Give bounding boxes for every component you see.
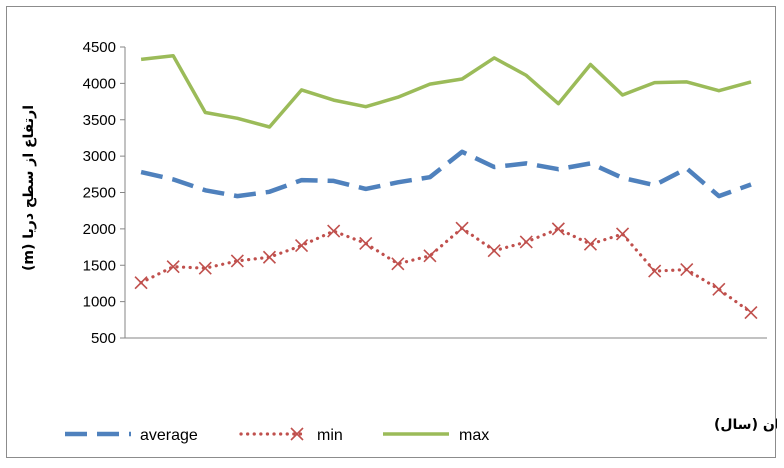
y-tick-label: 1000 xyxy=(83,294,116,311)
y-tick-label: 4000 xyxy=(83,75,116,92)
data-point-min xyxy=(134,276,148,290)
data-point-min xyxy=(230,254,244,268)
y-tick-label: 2000 xyxy=(83,221,116,238)
y-tick-label: 3500 xyxy=(83,112,116,129)
x-axis-title: زمان (سال) xyxy=(714,417,777,433)
data-point-min xyxy=(615,227,630,241)
series-average xyxy=(140,149,752,199)
legend-label-average: average xyxy=(140,427,198,444)
legend-item-average: average xyxy=(65,427,198,444)
data-point-min xyxy=(327,224,341,238)
line-chart: 500 1000 1500 2000 2500 3000 3500 4000 4500 ارتف… xyxy=(21,39,777,444)
y-tick-label: 500 xyxy=(91,330,116,347)
series-layer xyxy=(134,53,758,320)
y-tick-label: 1500 xyxy=(83,257,116,274)
data-point-min xyxy=(166,260,180,274)
data-point-min xyxy=(294,239,309,253)
data-point-min xyxy=(744,305,758,320)
y-tick-label: 3000 xyxy=(83,148,116,165)
data-point-min xyxy=(551,222,565,236)
data-point-min xyxy=(455,221,469,235)
y-tick-label: 4500 xyxy=(83,39,116,56)
data-point-min xyxy=(487,244,501,258)
series-min xyxy=(134,221,758,320)
chart-frame: 500 1000 1500 2000 2500 3000 3500 4000 4500 ارتف… xyxy=(6,6,777,458)
data-point-min xyxy=(391,257,405,271)
data-point-min xyxy=(198,261,212,275)
data-point-min xyxy=(712,282,726,296)
legend-item-min: min xyxy=(239,427,343,444)
legend-item-max: max xyxy=(383,427,489,444)
legend: average min max xyxy=(65,427,489,444)
data-point-min xyxy=(648,264,662,278)
series-line-average xyxy=(140,149,752,199)
y-axis-title: ارتفاع از سطح دریا (m) xyxy=(21,105,37,271)
data-point-min xyxy=(680,263,694,277)
legend-label-min: min xyxy=(317,427,343,444)
y-tick-label: 2500 xyxy=(83,185,116,202)
data-point-min xyxy=(519,235,533,249)
legend-label-max: max xyxy=(459,427,489,444)
series-max xyxy=(140,53,752,129)
data-point-min xyxy=(423,249,437,263)
y-axis: 500 1000 1500 2000 2500 3000 3500 4000 4500 xyxy=(83,39,126,347)
series-line-max xyxy=(140,53,752,129)
data-point-min xyxy=(262,250,277,264)
series-line-min xyxy=(139,226,753,315)
data-point-min xyxy=(359,236,373,250)
data-point-min xyxy=(583,237,598,251)
